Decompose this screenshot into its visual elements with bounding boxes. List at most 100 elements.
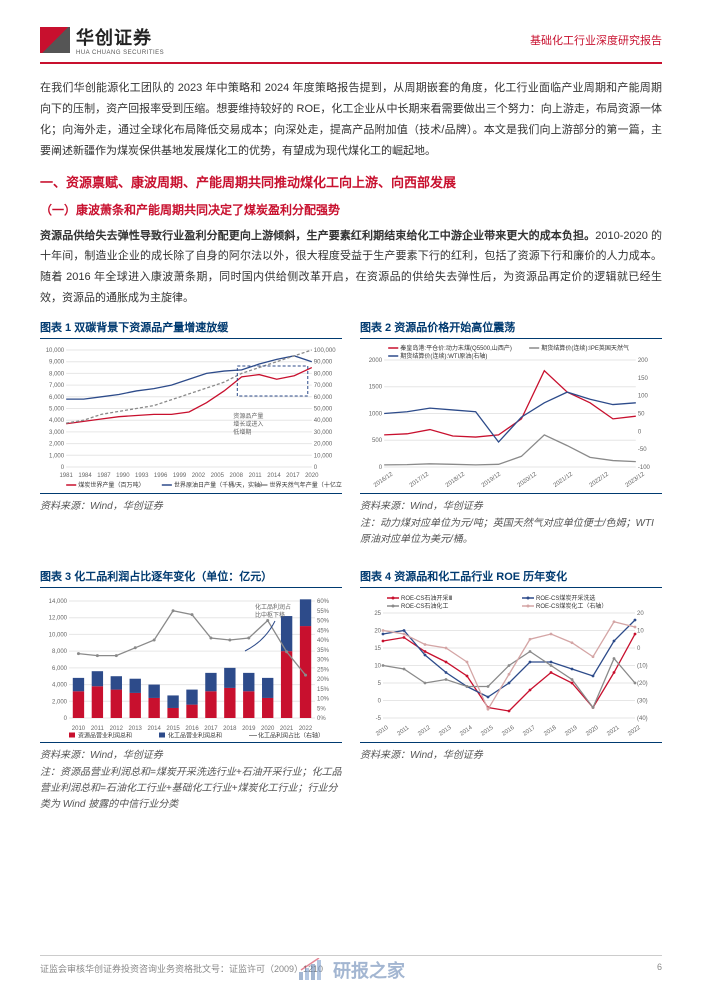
- chart1-source: 资料来源：Wind，华创证券: [40, 493, 342, 512]
- svg-text:-100: -100: [638, 465, 651, 471]
- svg-text:10: 10: [637, 629, 644, 635]
- svg-text:20,000: 20,000: [314, 442, 333, 448]
- svg-text:2015: 2015: [480, 725, 495, 738]
- svg-text:8,000: 8,000: [49, 372, 65, 378]
- svg-text:90,000: 90,000: [314, 360, 333, 366]
- svg-text:2015: 2015: [166, 726, 180, 732]
- chart4: -50510152025(40)(30)(20)(10)010202010201…: [360, 593, 662, 738]
- svg-text:8,000: 8,000: [52, 649, 68, 655]
- chart1: 01,0002,0003,0004,0005,0006,0007,0008,00…: [40, 344, 342, 489]
- svg-text:2021: 2021: [280, 726, 294, 732]
- svg-text:2014: 2014: [147, 726, 161, 732]
- svg-text:0: 0: [314, 465, 318, 471]
- company-name-en: HUA CHUANG SECURITIES: [76, 50, 164, 56]
- page-number: 6: [657, 962, 662, 975]
- main-paragraph: 资源品供给失去弹性导致行业盈利分配更向上游倾斜，生产要素红利期结束给化工中游企业…: [40, 226, 662, 310]
- svg-text:2019/12: 2019/12: [481, 471, 503, 489]
- svg-text:2017/12: 2017/12: [409, 471, 431, 489]
- svg-text:2020: 2020: [305, 473, 319, 479]
- svg-text:50%: 50%: [317, 619, 330, 625]
- svg-text:70,000: 70,000: [314, 383, 333, 389]
- svg-text:4,000: 4,000: [52, 683, 68, 689]
- chart2-note: 注：动力煤对应单位为元/吨；英国天然气对应单位便士/色姆；WTI 原油对应单位为…: [360, 516, 662, 548]
- svg-text:25: 25: [374, 611, 381, 617]
- section-heading-1: 一、资源禀赋、康波周期、产能周期共同推动煤化工向上游、向西部发展: [40, 172, 662, 191]
- svg-text:55%: 55%: [317, 609, 330, 615]
- svg-text:2012: 2012: [417, 725, 432, 738]
- svg-text:1981: 1981: [59, 473, 73, 479]
- svg-text:2010: 2010: [375, 725, 390, 738]
- svg-text:资源品产量: 资源品产量: [233, 412, 263, 420]
- svg-text:2008: 2008: [230, 473, 244, 479]
- svg-text:3,000: 3,000: [49, 430, 65, 436]
- svg-text:2,000: 2,000: [49, 442, 65, 448]
- svg-text:(40): (40): [637, 716, 648, 722]
- svg-text:2017: 2017: [286, 473, 300, 479]
- chart2: 0500100015002000-100-500501001502002016/…: [360, 344, 662, 489]
- svg-text:2017: 2017: [522, 725, 537, 738]
- svg-text:2016/12: 2016/12: [373, 471, 395, 489]
- svg-text:15%: 15%: [317, 687, 330, 693]
- svg-text:2014: 2014: [459, 725, 474, 738]
- svg-text:5%: 5%: [317, 706, 326, 712]
- svg-text:500: 500: [372, 438, 383, 444]
- svg-text:化工品营业利润总和: 化工品营业利润总和: [168, 732, 222, 739]
- svg-text:5: 5: [378, 681, 382, 687]
- section-heading-2: （一）康波萧条和产能周期共同决定了煤炭盈利分配强势: [40, 201, 662, 218]
- header: 华创证券 HUA CHUANG SECURITIES 基础化工行业深度研究报告: [40, 24, 662, 64]
- svg-text:2000: 2000: [369, 358, 383, 364]
- svg-text:世界天然气年产量（十亿立方米）: 世界天然气年产量（十亿立方米）: [270, 481, 342, 489]
- svg-text:30%: 30%: [317, 658, 330, 664]
- svg-text:0: 0: [64, 716, 68, 722]
- svg-text:2022/12: 2022/12: [589, 471, 611, 489]
- svg-text:7,000: 7,000: [49, 383, 65, 389]
- svg-text:期货结算价(连续):WTI原油(右轴): 期货结算价(连续):WTI原油(右轴): [400, 352, 487, 360]
- doc-title: 基础化工行业深度研究报告: [530, 32, 662, 48]
- svg-text:ROE-CS煤炭开采洗选: ROE-CS煤炭开采洗选: [536, 594, 595, 602]
- svg-text:2018/12: 2018/12: [445, 471, 467, 489]
- svg-text:10,000: 10,000: [46, 348, 65, 354]
- svg-text:0: 0: [378, 699, 382, 705]
- svg-text:80,000: 80,000: [314, 372, 333, 378]
- svg-text:2019: 2019: [242, 726, 256, 732]
- svg-text:ROE-CS石油化工: ROE-CS石油化工: [401, 602, 448, 610]
- svg-text:1500: 1500: [369, 385, 383, 391]
- svg-text:20%: 20%: [317, 677, 330, 683]
- watermark-text: 研报之家: [333, 957, 405, 983]
- svg-text:1999: 1999: [173, 473, 187, 479]
- svg-text:30,000: 30,000: [314, 430, 333, 436]
- svg-text:2018: 2018: [223, 726, 237, 732]
- svg-text:2021: 2021: [606, 725, 621, 738]
- svg-text:2023/12: 2023/12: [625, 471, 647, 489]
- svg-text:2021/12: 2021/12: [553, 471, 575, 489]
- svg-text:60%: 60%: [317, 599, 330, 605]
- chart3-note: 注：资源品营业利润总和=煤炭开采洗选行业+石油开采行业；化工品营业利润总和=石油…: [40, 765, 342, 813]
- svg-text:2020: 2020: [585, 725, 600, 738]
- svg-text:化工品利润占: 化工品利润占: [255, 603, 291, 611]
- svg-text:ROE-CS石油开采Ⅲ: ROE-CS石油开采Ⅲ: [401, 594, 452, 602]
- logo: 华创证券 HUA CHUANG SECURITIES: [40, 24, 164, 56]
- svg-text:10: 10: [374, 664, 381, 670]
- svg-text:比中枢下移: 比中枢下移: [255, 611, 285, 619]
- svg-text:2019: 2019: [564, 725, 579, 738]
- svg-text:100,000: 100,000: [314, 348, 336, 354]
- svg-text:2011: 2011: [91, 726, 105, 732]
- svg-text:2014: 2014: [267, 473, 281, 479]
- chart1-title: 图表 1 双碳背景下资源品产量增速放缓: [40, 319, 342, 339]
- svg-text:化工品利润占比（右轴）: 化工品利润占比（右轴）: [258, 732, 324, 739]
- chart2-source: 资料来源：Wind，华创证券: [360, 493, 662, 512]
- svg-text:(10): (10): [637, 664, 648, 670]
- svg-text:2017: 2017: [204, 726, 218, 732]
- svg-text:2020: 2020: [261, 726, 275, 732]
- svg-text:2013: 2013: [129, 726, 143, 732]
- svg-text:150: 150: [638, 376, 649, 382]
- svg-text:15: 15: [374, 646, 381, 652]
- svg-text:1990: 1990: [116, 473, 130, 479]
- svg-text:14,000: 14,000: [49, 599, 68, 605]
- svg-text:6,000: 6,000: [52, 666, 68, 672]
- svg-text:1000: 1000: [369, 412, 383, 418]
- svg-text:(30): (30): [637, 699, 648, 705]
- svg-text:2016: 2016: [185, 726, 199, 732]
- svg-text:20: 20: [374, 629, 381, 635]
- chart4-title: 图表 4 资源品和化工品行业 ROE 历年变化: [360, 568, 662, 588]
